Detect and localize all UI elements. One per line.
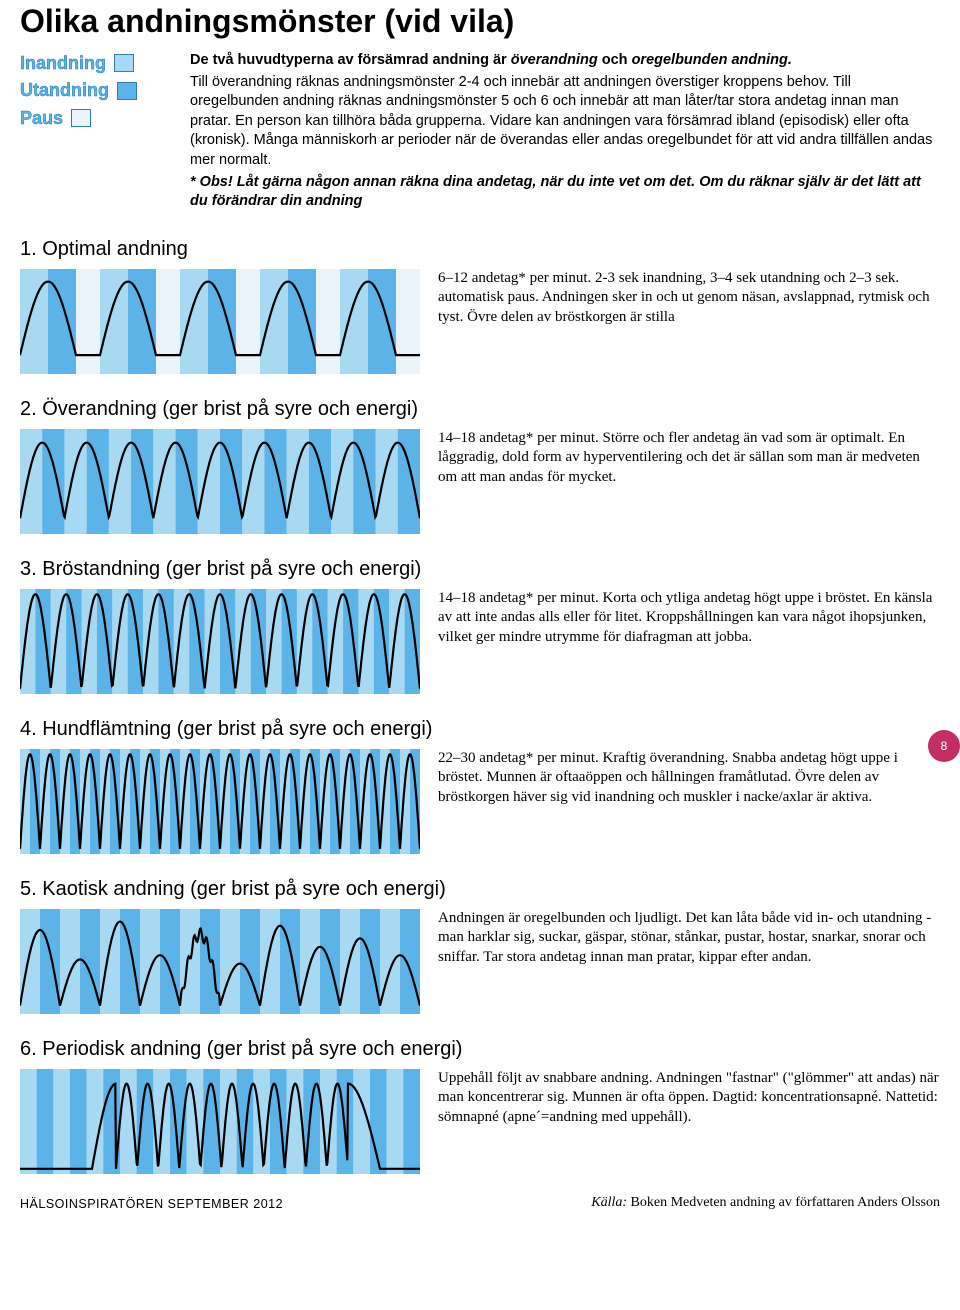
- pattern-description: 14–18 andetag* per minut. Korta och ytli…: [438, 589, 940, 648]
- legend-exhale-swatch: [117, 82, 137, 100]
- pattern-row: 22–30 andetag* per minut. Kraftig överan…: [20, 749, 940, 854]
- pattern-title: 4. Hundflämtning (ger brist på syre och …: [20, 716, 940, 743]
- breathing-wave: [20, 749, 420, 854]
- pattern-row: 14–18 andetag* per minut. Större och fle…: [20, 429, 940, 534]
- footer-left: HÄLSOINSPIRATÖREN SEPTEMBER 2012: [20, 1196, 283, 1213]
- breathing-wave: [20, 909, 420, 1014]
- intro-p2: Till överandning räknas andningsmönster …: [190, 73, 940, 171]
- pattern-block: 6. Periodisk andning (ger brist på syre …: [20, 1036, 940, 1174]
- intro-p1c: och: [598, 52, 632, 68]
- intro-p1: De två huvudtyperna av försämrad andning…: [190, 51, 940, 71]
- pattern-row: Andningen är oregelbunden och ljudligt. …: [20, 909, 940, 1014]
- pattern-row: Uppehåll följt av snabbare andning. Andn…: [20, 1069, 940, 1174]
- intro-p1a: De två huvudtyperna av försämrad andning…: [190, 52, 511, 68]
- pattern-description: 6–12 andetag* per minut. 2-3 sek inandni…: [438, 269, 940, 328]
- pattern-description: Andningen är oregelbunden och ljudligt. …: [438, 909, 940, 968]
- legend-pause-swatch: [71, 109, 91, 127]
- intro-row: Inandning Utandning Paus De två huvudtyp…: [20, 51, 940, 214]
- legend-pause-label: Paus: [20, 106, 63, 130]
- page-title: Olika andningsmönster (vid vila): [20, 0, 940, 43]
- legend-inhale: Inandning: [20, 51, 170, 75]
- pattern-block: 2. Överandning (ger brist på syre och en…: [20, 396, 940, 534]
- legend-pause: Paus: [20, 106, 170, 130]
- pattern-block: 3. Bröstandning (ger brist på syre och e…: [20, 556, 940, 694]
- footer-source-label: Källa:: [591, 1195, 627, 1210]
- intro-p1b: överandning: [511, 52, 598, 68]
- pattern-title: 5. Kaotisk andning (ger brist på syre oc…: [20, 876, 940, 903]
- legend-exhale: Utandning: [20, 78, 170, 102]
- pattern-title: 1. Optimal andning: [20, 236, 940, 263]
- legend-inhale-swatch: [114, 54, 134, 72]
- pattern-title: 6. Periodisk andning (ger brist på syre …: [20, 1036, 940, 1063]
- footer: HÄLSOINSPIRATÖREN SEPTEMBER 2012 Källa: …: [20, 1194, 940, 1213]
- pattern-title: 3. Bröstandning (ger brist på syre och e…: [20, 556, 940, 583]
- pattern-row: 6–12 andetag* per minut. 2-3 sek inandni…: [20, 269, 940, 374]
- legend-exhale-label: Utandning: [20, 78, 109, 102]
- breathing-wave: [20, 269, 420, 374]
- breathing-wave: [20, 429, 420, 534]
- page-number-badge: 8: [928, 730, 960, 762]
- pattern-block: 4. Hundflämtning (ger brist på syre och …: [20, 716, 940, 854]
- breathing-wave: [20, 589, 420, 694]
- pattern-title: 2. Överandning (ger brist på syre och en…: [20, 396, 940, 423]
- pattern-block: 1. Optimal andning 6–12 andetag* per minu…: [20, 236, 940, 374]
- intro-p1d: oregelbunden andning.: [632, 52, 792, 68]
- pattern-description: Uppehåll följt av snabbare andning. Andn…: [438, 1069, 940, 1128]
- intro-p3: * Obs! Låt gärna någon annan räkna dina …: [190, 173, 940, 212]
- footer-source-text: Boken Medveten andning av författaren An…: [627, 1195, 940, 1210]
- intro-text: De två huvudtyperna av försämrad andning…: [190, 51, 940, 214]
- footer-right: Källa: Boken Medveten andning av författ…: [591, 1194, 940, 1213]
- legend-inhale-label: Inandning: [20, 51, 106, 75]
- legend: Inandning Utandning Paus: [20, 51, 170, 214]
- pattern-block: 5. Kaotisk andning (ger brist på syre oc…: [20, 876, 940, 1014]
- patterns-container: 1. Optimal andning 6–12 andetag* per minu…: [20, 236, 940, 1174]
- pattern-description: 14–18 andetag* per minut. Större och fle…: [438, 429, 940, 488]
- pattern-description: 22–30 andetag* per minut. Kraftig överan…: [438, 749, 940, 808]
- pattern-row: 14–18 andetag* per minut. Korta och ytli…: [20, 589, 940, 694]
- breathing-wave: [20, 1069, 420, 1174]
